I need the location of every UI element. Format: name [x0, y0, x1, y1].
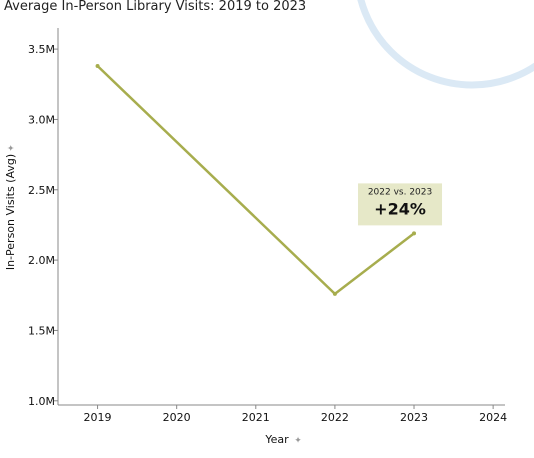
y-tick-label: 3.0M: [28, 113, 55, 126]
series-line: [96, 64, 416, 296]
x-tick-label: 2023: [400, 411, 428, 424]
watermark-logo: [357, 0, 534, 89]
annotation-box: [358, 183, 443, 226]
x-axis-sort-icon[interactable]: ✦: [294, 436, 302, 446]
x-tick-label: 2024: [479, 411, 507, 424]
y-axis-sort-icon[interactable]: ✦: [7, 144, 17, 152]
x-axis-title: Year: [264, 433, 289, 446]
y-axis-title: In-Person Visits (Avg): [4, 154, 17, 270]
data-point: [412, 231, 417, 236]
data-point: [95, 63, 100, 68]
y-tick-label: 1.0M: [28, 395, 55, 408]
data-point: [332, 291, 337, 296]
y-tick-label: 1.5M: [28, 324, 55, 337]
x-tick-label: 2020: [163, 411, 191, 424]
annotation-value: +24%: [374, 199, 426, 218]
y-tick-label: 3.5M: [28, 43, 55, 56]
x-tick-label: 2022: [321, 411, 349, 424]
x-tick-label: 2021: [242, 411, 270, 424]
annotation-label: 2022 vs. 2023: [368, 187, 432, 197]
y-tick-label: 2.5M: [28, 184, 55, 197]
y-tick-label: 2.0M: [28, 254, 55, 267]
x-tick-label: 2019: [84, 411, 112, 424]
chart-title: Average In-Person Library Visits: 2019 t…: [4, 0, 307, 14]
